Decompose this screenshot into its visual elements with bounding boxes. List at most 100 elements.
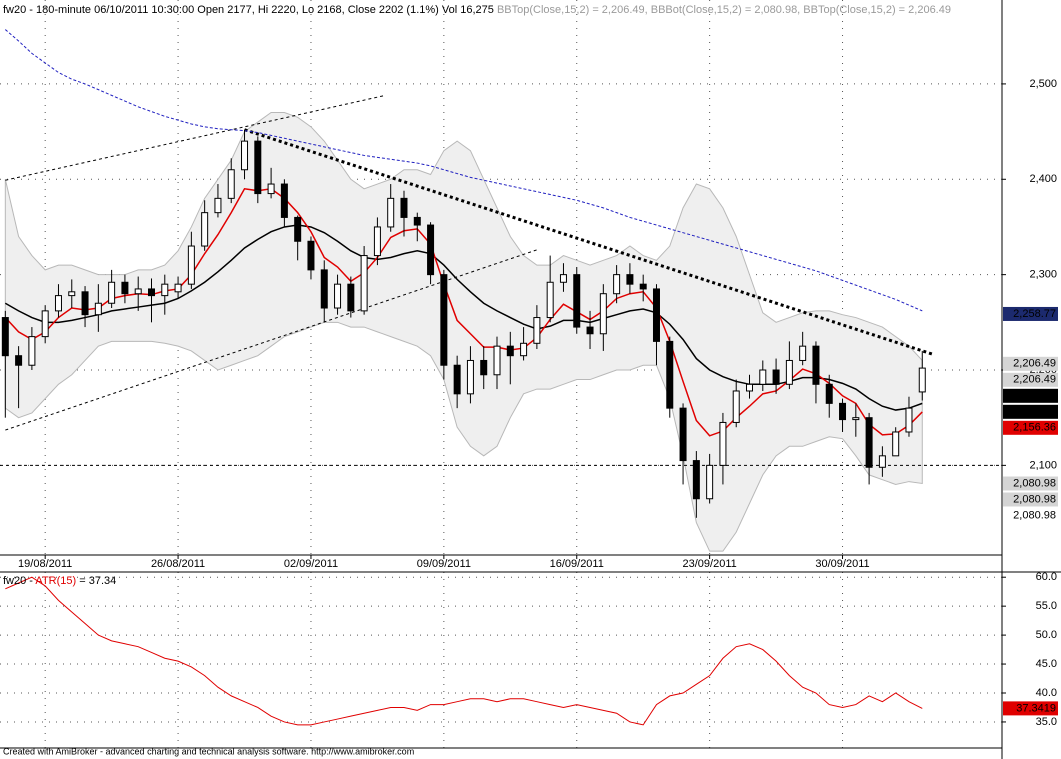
candle-body [772,369,780,385]
price-label-box [1003,492,1058,507]
candle-body [147,288,155,297]
candle-body [227,169,235,199]
candle-body [121,281,129,295]
price-label-box [1003,508,1058,523]
candle-body [214,197,222,214]
title: fw20 - [3,575,33,587]
candle-body [785,359,793,385]
candle-body [387,197,395,228]
candle-body [480,359,488,376]
candle-body [41,310,49,338]
candle-body [639,283,647,290]
candle-body [201,212,209,247]
candle-body [280,183,288,218]
candle-body [294,216,302,242]
x-tick-label: 02/09/2011 [284,558,338,570]
candle-body [719,421,727,466]
candle-body [918,367,926,393]
candle-body [679,407,687,462]
candle-body [94,302,102,316]
candle-body [692,460,700,500]
candle-body [878,455,886,468]
candle-body [706,464,714,500]
price-label-box [1003,356,1058,371]
candle-body [799,345,807,361]
candle-body [453,364,461,395]
candle-body [732,390,740,423]
x-tick-label: 26/08/2011 [151,558,205,570]
indicator-line [4,187,923,437]
candle-body [187,245,195,285]
candle-body [427,224,435,276]
y-tick-label: 60.0 [1036,571,1057,583]
candle-body [307,240,315,271]
x-tick-label: 19/08/2011 [18,558,72,570]
x-tick-label: 30/09/2011 [815,558,869,570]
candle-body [413,216,421,226]
candle-body [839,402,847,421]
candle-body [54,295,62,312]
candle-body [865,417,873,468]
candle-body [613,274,621,295]
candle-body [68,291,76,297]
indicator-line [4,29,923,312]
indicator: ATR(15) [35,575,76,587]
candle-body [759,369,767,385]
subtitle: BBTop(Close,15,2) = 2,206.49, BBBot(Clos… [497,4,951,16]
candle-body [254,140,262,195]
value-text: = 37.34 [79,575,116,587]
price-label: 2,080.98 [1013,493,1056,505]
footer: Created with AmiBroker - advanced charti… [3,746,414,756]
y-tick-label: 35.0 [1036,716,1057,728]
candle-body [586,326,594,335]
price-label-box [1003,372,1058,387]
y-tick-label: 45.0 [1036,658,1057,670]
candle-body [241,140,249,171]
candle-body [400,197,408,218]
candle-body [267,183,275,195]
x-tick-label: 09/09/2011 [417,558,471,570]
candle-body [573,274,581,328]
x-tick-label: 23/09/2011 [683,558,737,570]
price-label-box [1003,476,1058,491]
candle-body [746,383,754,392]
candle-body [812,345,820,385]
x-tick-label: 16/09/2011 [550,558,604,570]
price-label: 2,165.76 [1013,406,1056,418]
y-tick-label: 2,100 [1029,459,1057,471]
candle-body [506,345,514,357]
candle-body [28,336,36,366]
trendline [5,94,386,181]
candle-body [666,340,674,409]
price-label: 2,080.98 [1013,477,1056,489]
title: fw20 - 180-minute 06/10/2011 10:30:00 Op… [3,4,494,16]
trendline [244,128,935,357]
candle-body [533,317,541,344]
price-label: 2,080.98 [1013,509,1056,521]
candle-body [81,291,89,316]
candle-body [546,281,554,319]
candle-body [373,226,381,257]
y-tick-label: 2,500 [1029,78,1057,90]
candle-body [599,293,607,335]
price-label: 2,206.49 [1013,374,1056,386]
candle-body [334,283,342,309]
value-label-box [1003,701,1058,716]
price-label: 2,258.77 [1013,308,1056,320]
candle-body [108,281,116,304]
candle-body [440,274,448,366]
y-tick-label: 40.0 [1036,687,1057,699]
candle-body [320,269,328,309]
candle-body [905,407,913,433]
candle-body [520,342,528,357]
candle-body [15,355,23,366]
candle-body [825,383,833,404]
candle-body [347,283,355,312]
price-label-box [1003,306,1058,321]
atr-panel: 35.0 40.0 45.0 50.0 55.0 60.0 37.3419 [0,571,1058,728]
price-label: 2,202 [1028,390,1056,402]
candle-body [161,283,169,297]
candle-body [652,288,660,342]
